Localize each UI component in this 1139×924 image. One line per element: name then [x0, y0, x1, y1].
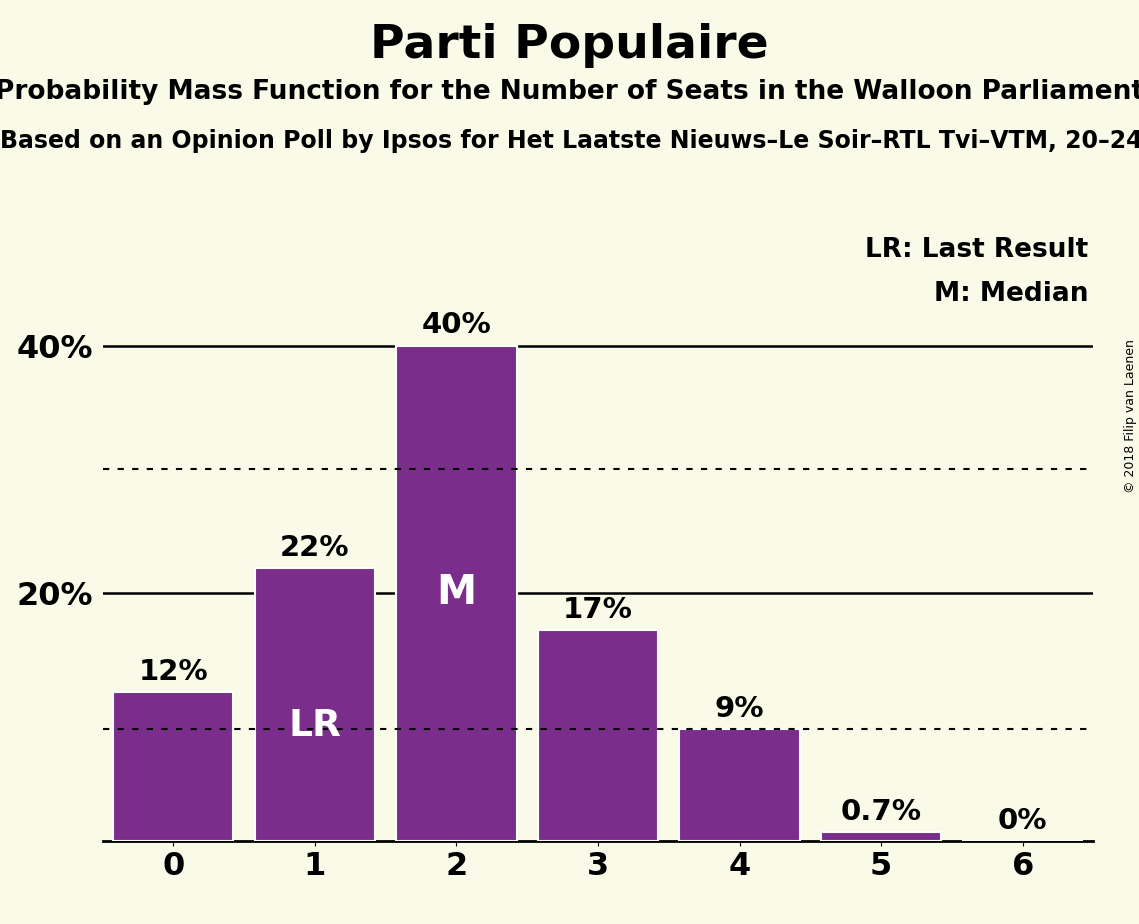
Text: 9%: 9%: [715, 695, 764, 723]
Bar: [679, 729, 800, 841]
Text: Probability Mass Function for the Number of Seats in the Walloon Parliament: Probability Mass Function for the Number…: [0, 79, 1139, 104]
Text: M: Median: M: Median: [934, 281, 1089, 307]
Bar: [538, 630, 658, 841]
Bar: [255, 568, 375, 841]
Text: 0.7%: 0.7%: [841, 798, 921, 826]
Text: Parti Populaire: Parti Populaire: [370, 23, 769, 68]
Text: 17%: 17%: [563, 596, 633, 625]
Bar: [113, 692, 233, 841]
Bar: [821, 833, 941, 841]
Text: M: M: [436, 573, 476, 614]
Text: Based on an Opinion Poll by Ipsos for Het Laatste Nieuws–Le Soir–RTL Tvi–VTM, 20: Based on an Opinion Poll by Ipsos for He…: [0, 129, 1139, 153]
Text: 40%: 40%: [421, 311, 491, 339]
Text: © 2018 Filip van Laenen: © 2018 Filip van Laenen: [1124, 339, 1137, 492]
Text: 12%: 12%: [139, 658, 208, 686]
Text: LR: Last Result: LR: Last Result: [866, 237, 1089, 263]
Text: 22%: 22%: [280, 534, 350, 562]
Text: 0%: 0%: [998, 807, 1048, 834]
Text: LR: LR: [288, 709, 342, 745]
Bar: [396, 346, 517, 841]
